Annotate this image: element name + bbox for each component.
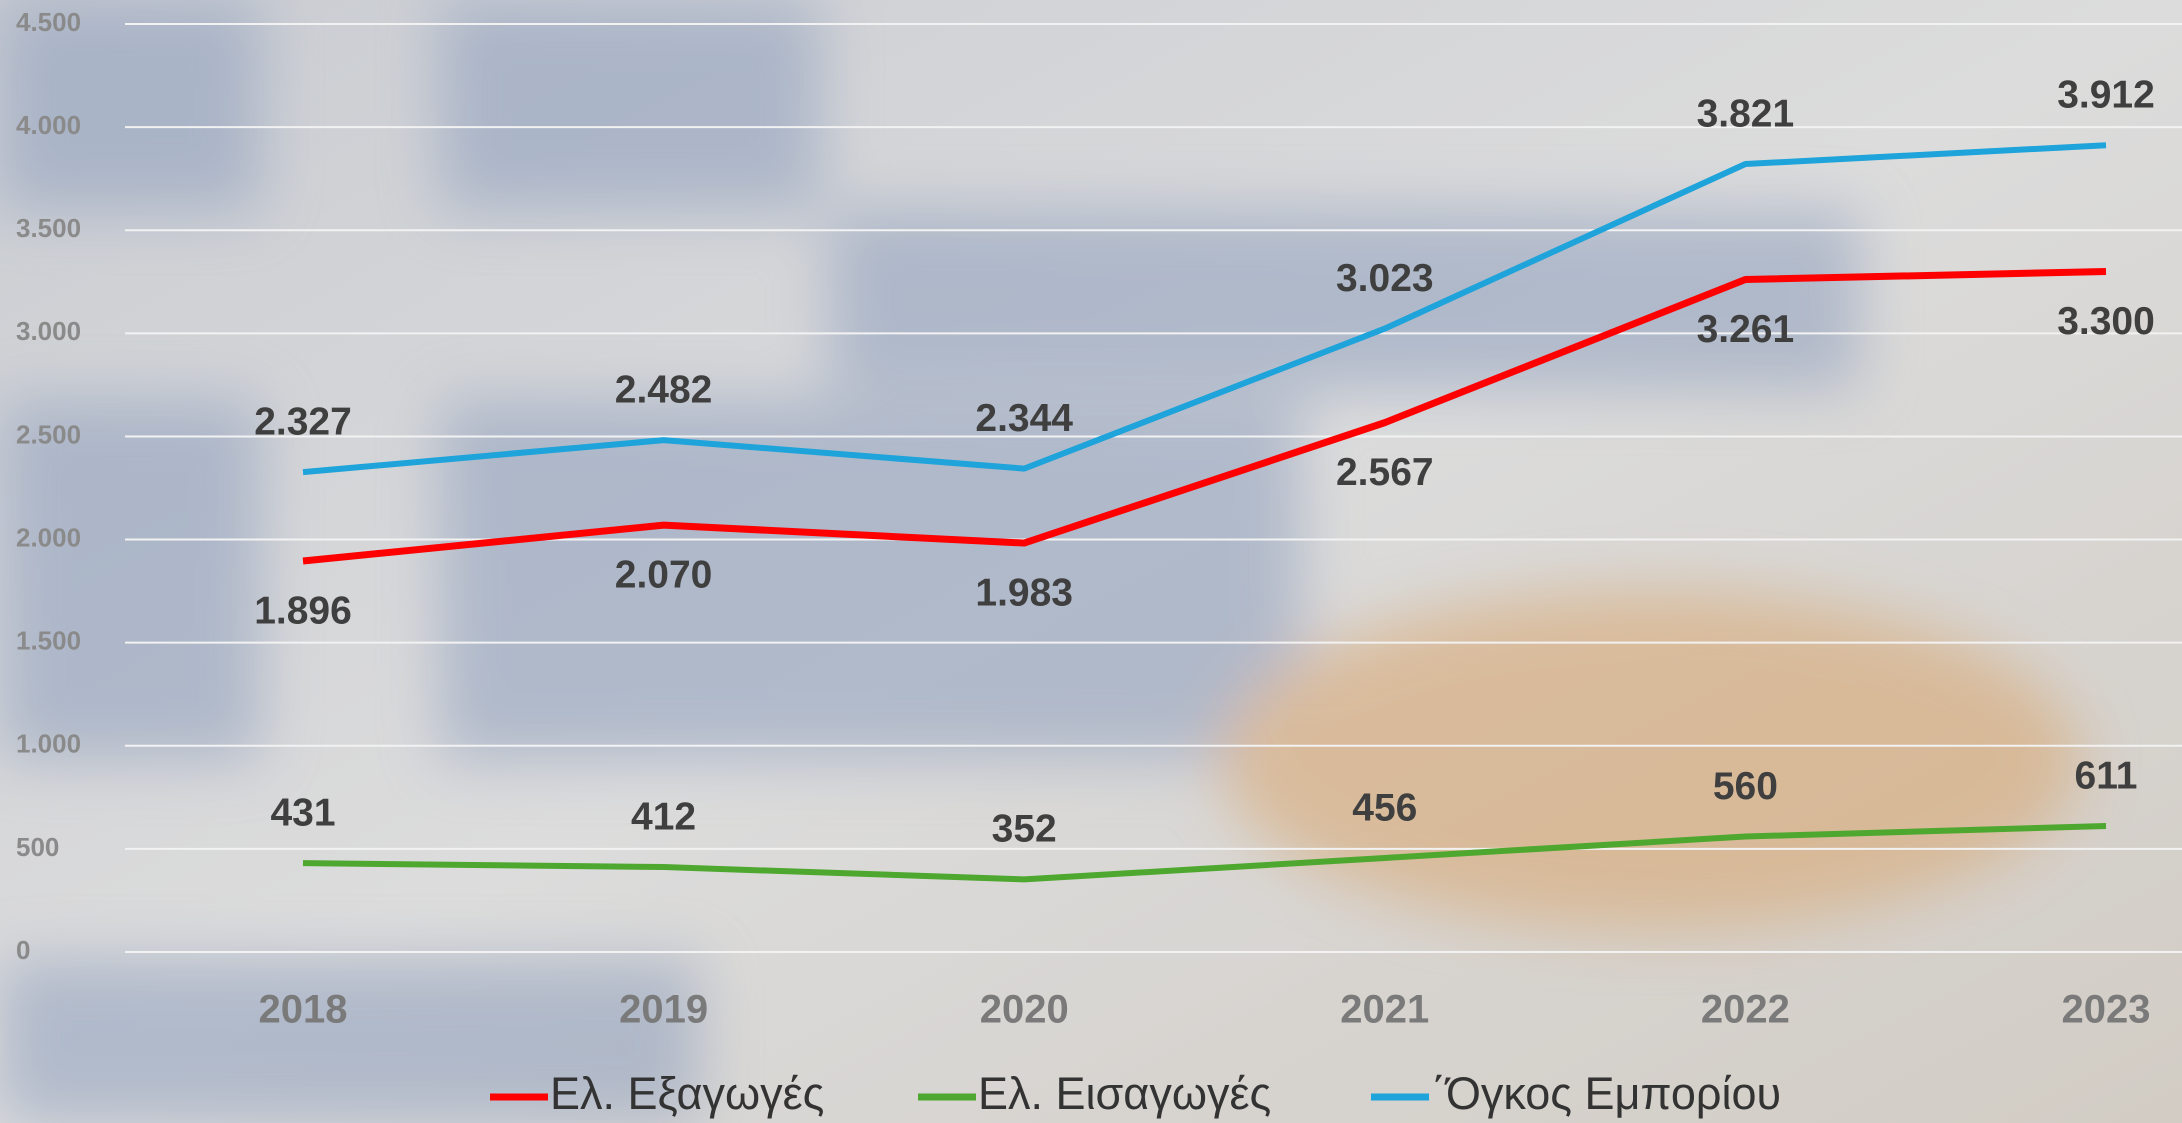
x-tick-label: 2023: [2062, 988, 2151, 1032]
data-label: 2.327: [254, 400, 352, 443]
data-label: 1.983: [975, 571, 1073, 614]
line: [302, 267, 2107, 565]
data-label: 3.023: [1336, 257, 1434, 300]
data-label: 431: [270, 791, 335, 834]
y-tick-label: 0: [16, 935, 30, 965]
background-flag: [0, 0, 2080, 1123]
data-label: 2.482: [615, 368, 713, 411]
data-label: 560: [1713, 765, 1778, 808]
legend-label: Ελ. Εξαγωγές: [550, 1068, 824, 1119]
data-label: 2.344: [975, 397, 1073, 440]
line: [302, 142, 2107, 476]
line: [302, 822, 2107, 883]
data-label: 352: [992, 808, 1057, 851]
x-tick-label: 2018: [259, 988, 348, 1032]
x-tick-label: 2021: [1340, 988, 1429, 1032]
legend-label: Ελ. Εισαγωγές: [978, 1068, 1271, 1119]
legend-label: ΄Όγκος Εμπορίου: [1431, 1068, 1781, 1119]
data-label: 412: [631, 795, 696, 838]
data-label: 456: [1352, 786, 1417, 829]
y-tick-label: 2.000: [16, 522, 81, 552]
x-tick-label: 2020: [980, 988, 1069, 1032]
y-tick-label: 4.500: [16, 7, 81, 37]
x-tick-label: 2022: [1701, 988, 1790, 1032]
data-label: 2.070: [615, 553, 713, 596]
y-tick-label: 3.500: [16, 213, 81, 243]
data-label: 3.261: [1697, 308, 1795, 351]
y-tick-label: 1.500: [16, 626, 81, 656]
y-tick-label: 2.500: [16, 419, 81, 449]
y-tick-label: 4.000: [16, 110, 81, 140]
y-tick-label: 3.000: [16, 316, 81, 346]
data-label: 3.821: [1697, 92, 1795, 135]
y-tick-label: 500: [16, 832, 59, 862]
data-label: 3.912: [2057, 74, 2155, 117]
data-label: 2.567: [1336, 451, 1434, 494]
x-tick-label: 2019: [619, 988, 708, 1032]
data-label: 611: [2075, 754, 2138, 797]
y-tick-label: 1.000: [16, 729, 81, 759]
data-label: 3.300: [2057, 300, 2155, 343]
data-label: 1.896: [254, 589, 352, 632]
